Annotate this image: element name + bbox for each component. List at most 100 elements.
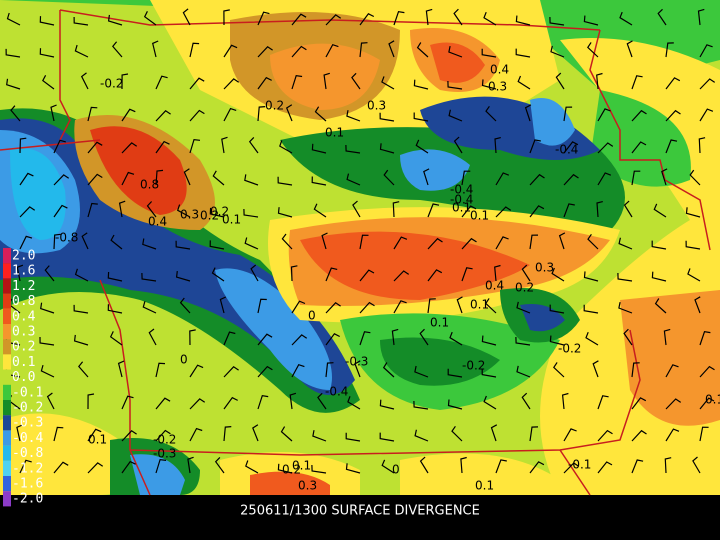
state-borders — [0, 9, 711, 496]
contour-label: 0.3 — [535, 261, 554, 275]
wind-barb — [550, 45, 565, 58]
wind-barb — [661, 168, 668, 186]
wind-barb — [379, 399, 395, 410]
wind-barb — [393, 11, 405, 26]
wind-barb — [121, 395, 134, 410]
contour-label: 0 — [180, 353, 188, 367]
wind-barb — [665, 109, 681, 122]
wind-barb — [189, 42, 200, 58]
wind-barb — [243, 208, 259, 218]
wind-barb — [346, 110, 361, 122]
wind-barb — [87, 428, 102, 442]
wind-barb — [694, 296, 701, 314]
wind-barb — [549, 304, 565, 314]
wind-barb — [596, 72, 603, 90]
wind-barb — [189, 427, 203, 442]
colorbar-swatch — [3, 491, 11, 507]
wind-barb — [449, 331, 463, 346]
wind-barb — [494, 264, 501, 282]
wind-barb — [277, 207, 293, 218]
contour-label: -0.2 — [100, 77, 123, 91]
wind-barb — [311, 143, 327, 154]
colorbar-swatch — [3, 460, 11, 476]
wind-barb — [596, 201, 603, 218]
wind-barb — [597, 429, 613, 442]
colorbar-swatch — [3, 278, 11, 294]
wind-barb — [6, 78, 21, 90]
colorbar-swatch — [3, 263, 11, 279]
wind-barb — [551, 267, 565, 282]
wind-barb — [448, 109, 463, 122]
wind-barb — [155, 169, 164, 186]
wind-barb — [40, 302, 55, 314]
wind-barb — [257, 76, 272, 90]
wind-barb — [529, 234, 539, 250]
wind-barb — [631, 75, 643, 90]
wind-barb — [485, 105, 497, 122]
wind-barb — [521, 264, 531, 282]
wind-barb — [325, 267, 338, 282]
colorbar: 2.01.61.20.80.40.30.20.10.0-0.1-0.2-0.3-… — [3, 248, 43, 507]
wind-barb — [549, 16, 565, 26]
wind-barb — [155, 397, 171, 410]
contour-label: 0.1 — [475, 479, 494, 493]
wind-barb — [631, 459, 644, 474]
wind-barb — [447, 399, 463, 410]
wind-barb — [19, 206, 36, 218]
wind-barb — [587, 42, 599, 58]
wind-barb — [325, 43, 339, 58]
wind-barb — [87, 393, 95, 410]
colorbar-swatch — [3, 400, 11, 416]
wind-barb — [183, 168, 191, 186]
colorbar-swatch — [3, 248, 11, 264]
colorbar-label: 1.2 — [12, 279, 35, 294]
wind-barb — [461, 205, 477, 218]
wind-barb — [189, 329, 196, 346]
wind-barb — [583, 15, 599, 26]
wind-barbs — [5, 8, 716, 474]
wind-barb — [223, 331, 236, 346]
wind-barb — [175, 240, 191, 250]
contour-label: -0.2 — [153, 433, 176, 447]
wind-barb — [142, 238, 157, 250]
wind-barb — [558, 232, 566, 250]
colorbar-label: -0.8 — [12, 446, 43, 461]
wind-barb — [311, 464, 327, 474]
wind-barb — [179, 297, 191, 314]
wind-barb — [107, 271, 123, 282]
wind-barb — [481, 48, 497, 58]
wind-barb — [291, 300, 306, 314]
wind-barb — [221, 136, 228, 154]
wind-barb — [359, 331, 371, 346]
wind-barb — [223, 426, 232, 442]
wind-barb — [391, 328, 399, 346]
wind-barb — [143, 11, 157, 26]
wind-barb — [280, 426, 293, 442]
wind-barb — [631, 429, 647, 442]
wind-barb — [359, 234, 369, 250]
wind-barb — [110, 234, 123, 250]
wind-barb — [313, 203, 327, 218]
wind-barb — [419, 456, 429, 474]
wind-barb — [665, 364, 679, 378]
contour-label: 0.3 — [367, 99, 386, 113]
colorbar-swatch — [3, 369, 11, 385]
wind-barb — [148, 328, 157, 346]
wind-barb — [631, 397, 647, 410]
wind-barb — [413, 79, 429, 90]
wind-barb — [39, 336, 55, 346]
wind-barb — [451, 425, 463, 442]
wind-barb — [563, 462, 580, 474]
wind-barb — [529, 205, 545, 218]
contour-label: -0.4 — [450, 183, 473, 197]
wind-barb — [359, 301, 375, 314]
wind-barb — [414, 429, 429, 442]
colorbar-swatch — [3, 415, 11, 431]
wind-barb — [325, 302, 341, 314]
wind-barb — [187, 456, 194, 474]
wind-barb — [257, 11, 270, 26]
wind-barb — [617, 272, 633, 282]
wind-barb — [78, 361, 89, 378]
wind-barb — [447, 80, 463, 90]
